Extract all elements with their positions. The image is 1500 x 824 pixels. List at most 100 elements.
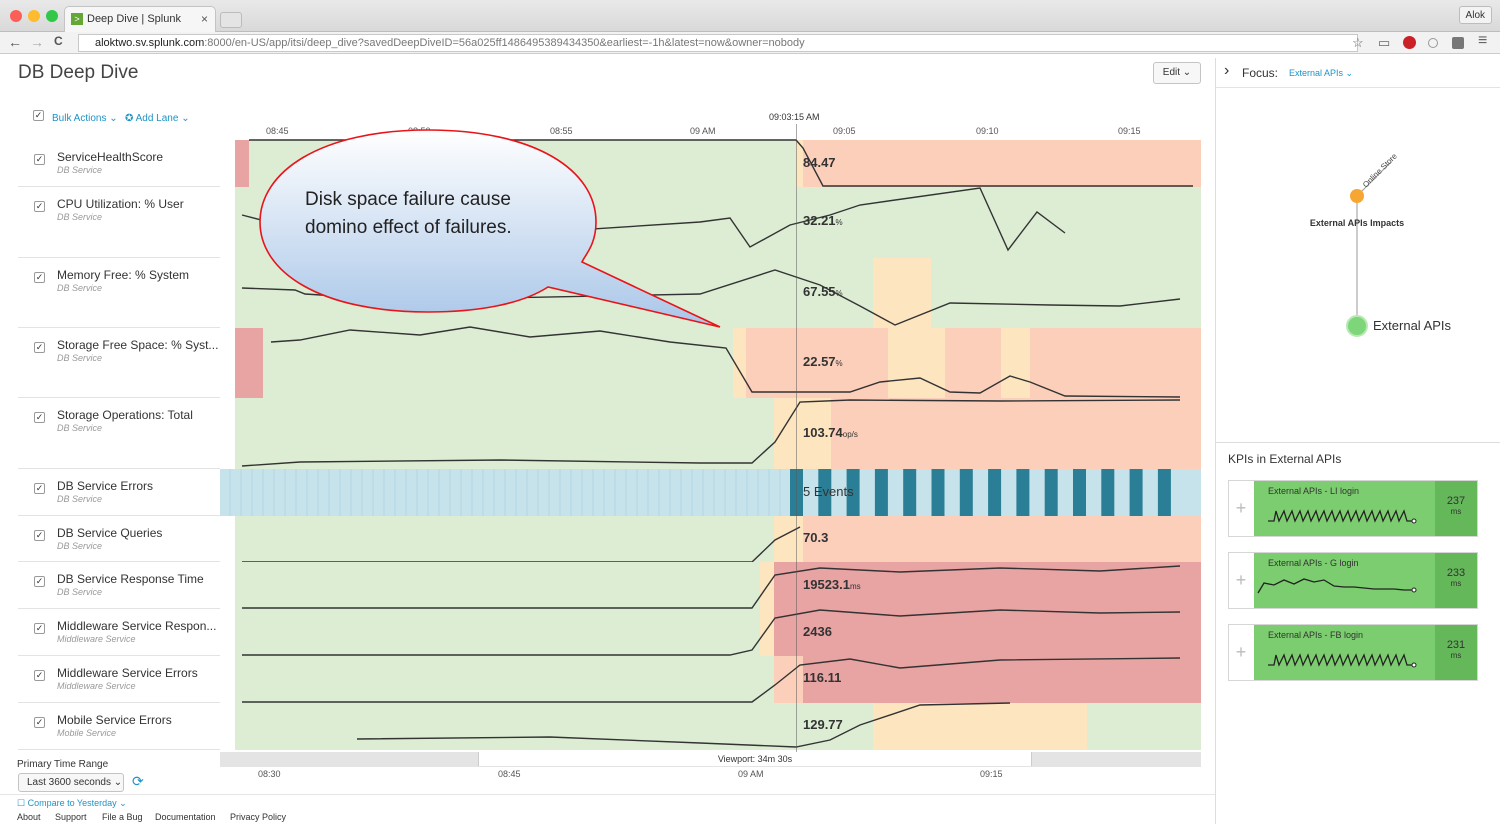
lane-4-band-2 — [831, 398, 1201, 469]
lane-checkbox[interactable]: ✓ — [34, 154, 45, 165]
cast-icon[interactable]: ▭ — [1378, 35, 1391, 50]
bulk-actions-dropdown[interactable]: Bulk Actions ⌄ — [52, 113, 118, 124]
footer-link[interactable]: Privacy Policy — [230, 812, 287, 822]
lane-checkbox[interactable]: ✓ — [34, 342, 45, 353]
time-tick: 09:05 — [833, 126, 856, 136]
minimize-window-icon[interactable] — [28, 10, 40, 22]
reload-icon[interactable]: C — [54, 34, 63, 48]
tab-close-icon[interactable]: × — [200, 12, 208, 26]
extension-icon[interactable] — [1428, 38, 1438, 48]
collapse-chevron-icon[interactable]: › — [1224, 62, 1230, 79]
footer-link[interactable]: Documentation — [155, 812, 216, 822]
external-apis-node[interactable] — [1346, 315, 1368, 337]
new-tab-button[interactable] — [220, 12, 242, 28]
edit-button[interactable]: Edit ⌄ — [1153, 62, 1201, 84]
lane-service: DB Service — [57, 423, 103, 433]
lane-label-row[interactable]: ✓ Middleware Service Respon... Middleware … — [18, 609, 220, 656]
footer-link[interactable]: About — [17, 812, 41, 822]
lane-checkbox[interactable]: ✓ — [34, 670, 45, 681]
kpi-card[interactable]: + External APIs - FB login 231 ms — [1228, 624, 1478, 681]
event-bar[interactable] — [1044, 469, 1058, 516]
refresh-icon[interactable]: ⟳ — [132, 773, 144, 789]
maximize-window-icon[interactable] — [46, 10, 58, 22]
browser-tab[interactable]: > Deep Dive | Splunk × — [64, 6, 216, 32]
add-kpi-icon[interactable]: + — [1235, 498, 1247, 518]
lane-8-band-2 — [774, 609, 1201, 656]
add-kpi-icon[interactable]: + — [1235, 570, 1247, 590]
lane-current-value: 19523.1ms — [803, 577, 861, 592]
time-cursor-line[interactable] — [796, 124, 797, 754]
url-path: :8000/en-US/app/itsi/deep_dive?savedDeep… — [204, 37, 805, 49]
event-bar[interactable] — [959, 469, 973, 516]
event-bar[interactable] — [1073, 469, 1086, 516]
lane-label-row[interactable]: ✓ DB Service Response Time DB Service — [18, 562, 220, 609]
add-kpi-icon[interactable]: + — [1235, 642, 1247, 662]
kpi-card[interactable]: + External APIs - G login 233 ms — [1228, 552, 1478, 609]
event-bar[interactable] — [931, 469, 945, 516]
back-icon[interactable]: ← — [8, 34, 22, 50]
address-bar[interactable]: aloktwo.sv.splunk.com:8000/en-US/app/its… — [78, 34, 1358, 52]
event-bar[interactable] — [903, 469, 917, 516]
focus-panel: › Focus: External APIs ⌄ Online Store Ex… — [1215, 58, 1500, 824]
lane-checkbox[interactable]: ✓ — [34, 201, 45, 212]
event-bar[interactable] — [1157, 469, 1171, 516]
lane-6-band-2 — [803, 516, 1201, 562]
kpi-value: 233 — [1446, 567, 1466, 579]
focus-service-dropdown[interactable]: External APIs ⌄ — [1289, 68, 1354, 78]
lane-9-band-0 — [235, 656, 774, 703]
lane-value-number: 32.21 — [803, 213, 836, 228]
footer-link[interactable]: File a Bug — [102, 812, 143, 822]
lane-checkbox[interactable]: ✓ — [34, 272, 45, 283]
lane-label-row[interactable]: ✓ Memory Free: % System DB Service — [18, 258, 220, 328]
time-range-dropdown[interactable]: Last 3600 seconds ⌄ — [18, 773, 124, 792]
lane-3-band-1 — [263, 328, 733, 398]
lane-value-number: 70.3 — [803, 530, 829, 545]
kpi-card[interactable]: + External APIs - LI login 237 ms — [1228, 480, 1478, 537]
event-bar[interactable] — [874, 469, 888, 516]
lane-label-row[interactable]: ✓ Middleware Service Errors Middleware Ser… — [18, 656, 220, 703]
browser-tab-bar: > Deep Dive | Splunk × Alok — [0, 0, 1500, 32]
pinterest-icon[interactable] — [1403, 36, 1416, 49]
lane-label-row[interactable]: ✓ ServiceHealthScore DB Service — [18, 140, 220, 187]
lane-checkbox[interactable]: ✓ — [34, 576, 45, 587]
lane-label-row[interactable]: ✓ Storage Free Space: % Syst... DB Service — [18, 328, 220, 398]
lane-9-band-2 — [803, 656, 1201, 703]
lane-label-row[interactable]: ✓ CPU Utilization: % User DB Service — [18, 187, 220, 258]
event-bar[interactable] — [1129, 469, 1143, 516]
lane-checkbox[interactable]: ✓ — [34, 623, 45, 634]
bookmark-star-icon[interactable]: ☆ — [1352, 35, 1364, 50]
close-window-icon[interactable] — [10, 10, 22, 22]
online-store-node[interactable] — [1350, 189, 1364, 203]
add-lane-dropdown[interactable]: ✪ Add Lane ⌄ — [125, 113, 190, 124]
lane-label-row[interactable]: ✓ Storage Operations: Total DB Service — [18, 398, 220, 469]
shield-extension-icon[interactable] — [1452, 37, 1464, 49]
kpi-unit: ms — [1450, 507, 1462, 516]
lane-10-band-2 — [1087, 703, 1201, 750]
lane-checkbox[interactable]: ✓ — [34, 483, 45, 494]
lane-checkbox[interactable]: ✓ — [34, 717, 45, 728]
lane-checkbox[interactable]: ✓ — [34, 530, 45, 541]
lane-name: ServiceHealthScore — [57, 150, 164, 164]
lane-value-unit: % — [835, 218, 843, 227]
lane-checkbox[interactable]: ✓ — [34, 412, 45, 423]
external-apis-label: External APIs — [1373, 318, 1452, 333]
forward-icon[interactable]: → — [30, 34, 44, 50]
kpi-value: 231 — [1446, 639, 1466, 651]
kpi-sparkline-area: External APIs - G login — [1254, 553, 1435, 608]
compare-to-yesterday-toggle[interactable]: ☐ Compare to Yesterday ⌄ — [17, 798, 127, 808]
lane-label-row[interactable]: ✓ Mobile Service Errors Mobile Service — [18, 703, 220, 750]
select-all-checkbox[interactable]: ✓ — [33, 110, 44, 121]
lane-3-band-0 — [235, 328, 263, 398]
lane-4-band-0 — [235, 398, 774, 469]
event-bar[interactable] — [988, 469, 1002, 516]
viewport-window[interactable]: Viewport: 34m 30s — [478, 752, 1032, 766]
lane-label-row[interactable]: ✓ DB Service Errors DB Service — [18, 469, 220, 516]
kpi-sparkline-area: External APIs - FB login — [1254, 625, 1435, 680]
profile-button[interactable]: Alok — [1458, 6, 1492, 24]
footer-link[interactable]: Support — [55, 812, 87, 822]
browser-menu-icon[interactable]: ≡ — [1478, 32, 1488, 49]
footer: ☐ Compare to Yesterday ⌄ About Support Fil… — [0, 794, 1215, 824]
lane-label-row[interactable]: ✓ DB Service Queries DB Service — [18, 516, 220, 562]
event-bar[interactable] — [1101, 469, 1115, 516]
event-bar[interactable] — [1016, 469, 1030, 516]
